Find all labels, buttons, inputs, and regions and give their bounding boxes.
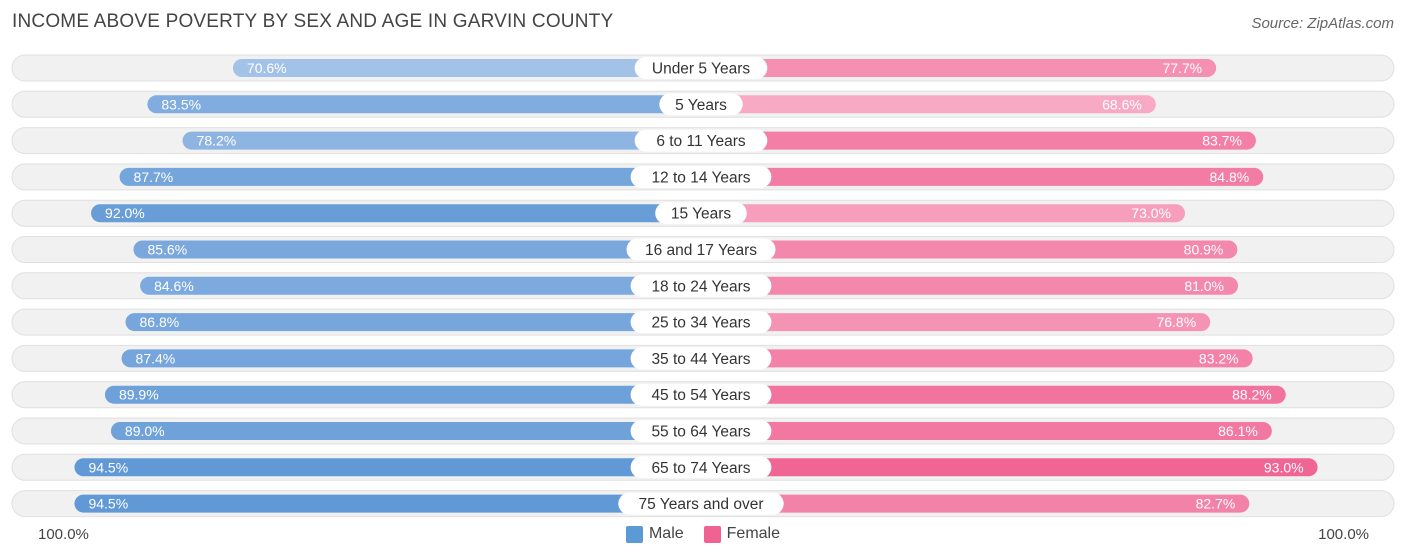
male-bar: [133, 240, 702, 259]
category-label: 35 to 44 Years: [651, 351, 750, 368]
male-bar: [121, 349, 701, 368]
female-value-label: 81.0%: [1184, 278, 1224, 294]
female-value-label: 86.1%: [1218, 423, 1258, 439]
category-pill: [630, 274, 772, 297]
male-value-label: 94.5%: [88, 496, 128, 512]
male-value-label: 86.8%: [140, 314, 180, 330]
male-value-label: 87.7%: [134, 169, 174, 185]
female-bar: [701, 167, 1264, 186]
category-pill: [634, 129, 768, 152]
male-bar: [110, 422, 702, 440]
legend-label-male: Male: [648, 525, 684, 542]
male-value-label: 84.6%: [154, 278, 194, 294]
male-bar: [147, 95, 701, 114]
category-label: Under 5 Years: [652, 61, 750, 78]
category-pill: [618, 492, 784, 515]
female-value-label: 93.0%: [1264, 459, 1304, 475]
legend-item-male[interactable]: Male: [625, 525, 684, 543]
female-bar: [701, 276, 1239, 295]
male-bar: [91, 204, 702, 223]
category-pill: [630, 420, 772, 442]
male-value-label: 85.6%: [147, 242, 187, 258]
category-label: 16 and 17 Years: [645, 242, 757, 259]
female-bar: [701, 422, 1272, 440]
legend-label-female: Female: [726, 525, 781, 542]
male-value-label: 83.5%: [161, 96, 201, 112]
female-value-label: 84.8%: [1210, 169, 1250, 185]
female-value-label: 83.2%: [1199, 350, 1239, 366]
female-bar: [701, 204, 1185, 223]
legend-swatch-female: [703, 525, 721, 543]
legend-swatch-male: [625, 525, 643, 543]
category-pill: [659, 93, 743, 116]
female-value-label: 68.6%: [1102, 96, 1142, 112]
category-pill: [626, 238, 776, 261]
category-label: 65 to 74 Years: [651, 460, 750, 477]
female-bar: [701, 385, 1286, 404]
legend: Male Female: [0, 525, 1406, 543]
female-bar: [701, 349, 1253, 368]
category-label: 5 Years: [675, 97, 727, 114]
female-bar: [701, 313, 1211, 332]
male-bar: [74, 458, 702, 477]
female-bar: [701, 240, 1238, 259]
male-value-label: 94.5%: [88, 459, 128, 475]
source-note: Source: ZipAtlas.com: [1251, 15, 1394, 32]
male-bar: [104, 385, 701, 404]
category-label: 6 to 11 Years: [656, 133, 746, 150]
female-value-label: 76.8%: [1156, 314, 1196, 330]
female-value-label: 77.7%: [1162, 60, 1202, 76]
category-label: 12 to 14 Years: [651, 169, 750, 186]
category-pill: [630, 165, 772, 188]
female-value-label: 83.7%: [1202, 133, 1242, 149]
category-pill: [630, 456, 772, 479]
category-label: 25 to 34 Years: [651, 315, 750, 332]
chart-title: INCOME ABOVE POVERTY BY SEX AND AGE IN G…: [12, 11, 614, 32]
category-label: 18 to 24 Years: [651, 278, 750, 295]
category-label: 45 to 54 Years: [651, 387, 750, 404]
axis-right-label: 100.0%: [1318, 526, 1369, 543]
female-value-label: 73.0%: [1131, 205, 1171, 221]
axis-left-label: 100.0%: [38, 526, 89, 543]
male-value-label: 70.6%: [247, 60, 287, 76]
legend-item-female[interactable]: Female: [703, 525, 781, 543]
category-label: 55 to 64 Years: [651, 424, 750, 441]
male-bar: [125, 313, 702, 332]
female-bar: [701, 494, 1250, 513]
category-label: 15 Years: [671, 206, 732, 223]
male-bar: [74, 494, 702, 513]
category-label: 75 Years and over: [639, 496, 764, 513]
category-pill: [634, 57, 768, 79]
male-value-label: 89.0%: [125, 423, 165, 439]
category-pill: [630, 383, 772, 406]
category-pill: [630, 311, 772, 334]
female-value-label: 82.7%: [1196, 496, 1236, 512]
male-bar: [140, 276, 702, 295]
female-value-label: 80.9%: [1184, 242, 1224, 258]
female-bar: [701, 59, 1217, 77]
male-bar: [232, 59, 701, 77]
male-value-label: 89.9%: [119, 387, 159, 403]
category-pill: [655, 202, 747, 225]
female-bar: [701, 458, 1318, 477]
male-bar: [119, 167, 701, 186]
female-bar: [701, 131, 1256, 150]
male-value-label: 78.2%: [197, 133, 237, 149]
male-bar: [182, 131, 701, 150]
female-value-label: 88.2%: [1232, 387, 1272, 403]
male-value-label: 92.0%: [105, 205, 145, 221]
male-value-label: 87.4%: [136, 350, 176, 366]
category-pill: [630, 347, 772, 370]
female-bar: [701, 95, 1156, 114]
